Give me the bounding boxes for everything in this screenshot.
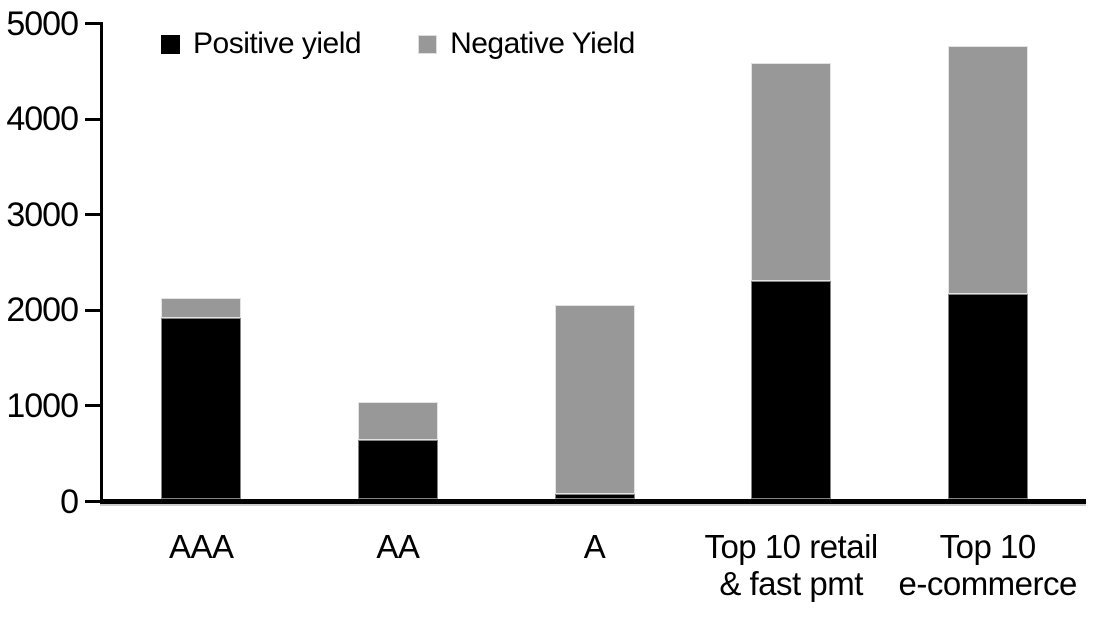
- y-axis-tick-mark: [85, 500, 103, 503]
- bar-segment-negative: [751, 63, 832, 282]
- bar-segment-negative: [357, 402, 438, 440]
- x-axis-line: [100, 499, 1086, 504]
- y-axis-tick-mark: [85, 117, 103, 121]
- y-axis-tick-label: 3000: [6, 195, 79, 234]
- category-label: Top 10 retail & fast pmt: [704, 528, 878, 602]
- category-label: A: [583, 528, 606, 565]
- legend-item-positive: Positive yield: [161, 27, 362, 61]
- y-axis-tick-label: 2000: [6, 291, 79, 330]
- bar-segment-positive: [751, 281, 832, 499]
- y-axis-line: [100, 22, 103, 504]
- bar-segment-negative: [554, 304, 635, 495]
- y-axis-tick-label: 4000: [6, 100, 79, 139]
- y-axis-tick-label: 0: [60, 482, 79, 521]
- bar-segment-positive: [947, 294, 1028, 499]
- legend-marker-positive-icon: [161, 34, 180, 54]
- y-axis-tick-mark: [85, 404, 103, 408]
- bar-segment-positive: [357, 439, 438, 499]
- y-axis-tick-label: 1000: [6, 386, 79, 425]
- x-axis-shadow-line: [100, 504, 1086, 506]
- category-label: Top 10 e-commerce: [898, 528, 1078, 602]
- legend-marker-negative-icon: [418, 34, 438, 54]
- legend: Positive yield Negative Yield: [161, 27, 635, 61]
- legend-label-negative: Negative Yield: [450, 27, 635, 60]
- y-axis-tick-mark: [85, 308, 103, 312]
- y-axis-tick-mark: [85, 213, 103, 217]
- legend-item-negative: Negative Yield: [418, 27, 635, 61]
- y-axis-tick-label: 5000: [6, 4, 79, 43]
- y-axis-tick-mark: [85, 22, 103, 25]
- bar-segment-positive: [161, 318, 242, 499]
- bar-segment-positive: [554, 494, 635, 499]
- category-label: AA: [376, 528, 420, 565]
- bar-segment-negative: [161, 298, 242, 319]
- category-label: AAA: [169, 528, 234, 565]
- bar-segment-negative: [947, 45, 1028, 295]
- legend-label-positive: Positive yield: [193, 27, 362, 60]
